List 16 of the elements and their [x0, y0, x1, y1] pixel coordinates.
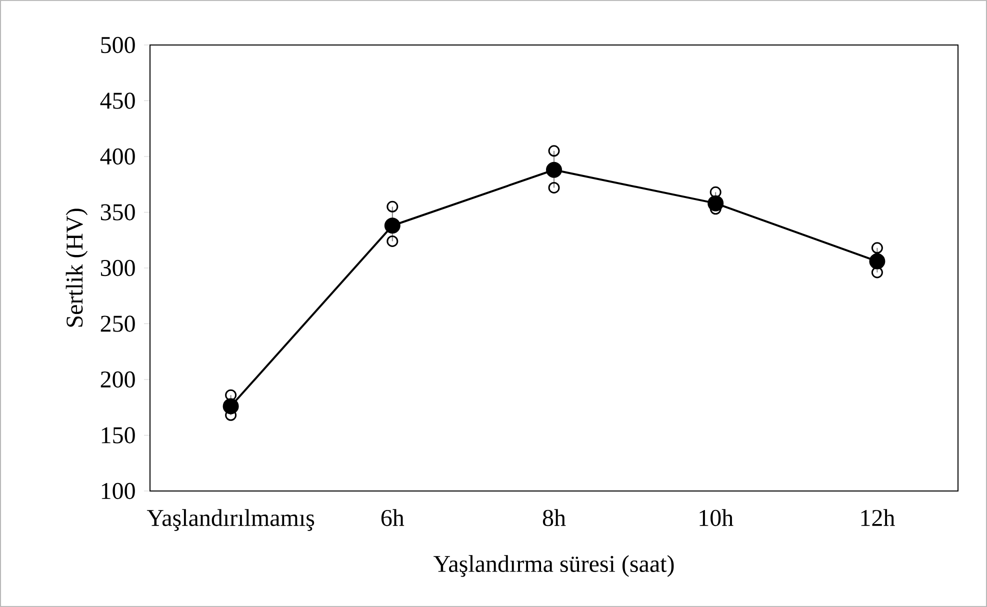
y-tick-label: 300: [100, 260, 135, 276]
x-tick-label: 10h: [700, 509, 734, 526]
x-tick-label: 8h: [542, 509, 566, 526]
y-tick-label: 250: [100, 316, 135, 332]
y-tick-label: 350: [100, 204, 135, 220]
x-tick-label: 12h: [861, 509, 895, 526]
y-tick-label: 450: [100, 92, 135, 109]
y-tick-label: 150: [102, 427, 135, 444]
y-tick-label: 400: [100, 148, 135, 165]
y-axis-title: Sertlik (HV): [66, 208, 88, 327]
y-tick-label: 100: [102, 482, 135, 500]
y-tick-label: 500: [101, 36, 135, 54]
y-tick-label: 200: [100, 371, 135, 388]
x-tick-label: 6h: [381, 509, 404, 526]
x-axis-title: Yaşlandırma süresi (saat): [434, 555, 674, 577]
x-tick-label: Yaşlandırılmamış: [146, 509, 314, 531]
